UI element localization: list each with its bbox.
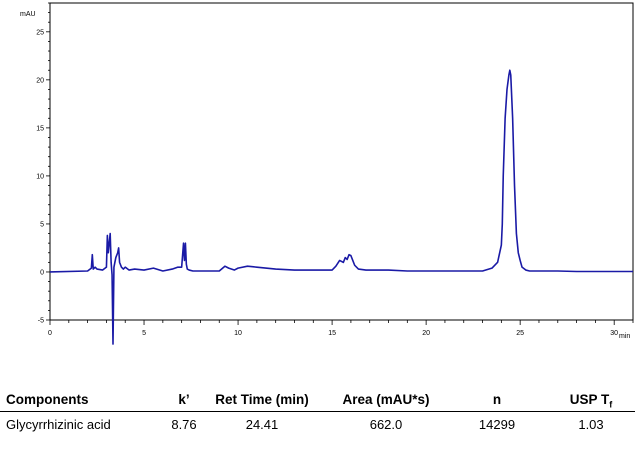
y-tick-label: 15 <box>36 125 44 132</box>
header-usp-subscript: f <box>609 399 613 410</box>
header-area: Area (mAU*s) <box>342 392 430 407</box>
x-tick-label: 15 <box>328 330 336 337</box>
cell-component: Glycyrrhizinic acid <box>6 417 111 432</box>
x-tick-label: 30 <box>610 330 618 337</box>
chromatogram-chart: -5 0 5 10 15 20 25 0 5 10 15 20 25 30 mAU min <box>20 2 634 345</box>
results-table: Components k’ Ret Time (min) Area (mAU*s… <box>0 388 635 448</box>
cell-n: 14299 <box>478 417 516 432</box>
header-ret-time: Ret Time (min) <box>215 392 309 407</box>
header-n: n <box>492 392 502 407</box>
y-axis-label: mAU <box>20 11 36 18</box>
chromatogram-trace <box>49 69 633 345</box>
x-axis-label: min <box>619 333 630 340</box>
series-line-0 <box>49 69 633 345</box>
plot-border <box>49 2 634 321</box>
y-tick-label: 5 <box>40 221 44 228</box>
y-tick-label: 20 <box>36 77 44 84</box>
x-tick-label: 25 <box>516 330 524 337</box>
y-axis: -5 0 5 10 15 20 25 <box>36 2 50 325</box>
x-tick-label: 5 <box>142 330 146 337</box>
header-usp-label: USP T <box>569 392 610 407</box>
y-tick-label: 25 <box>36 29 44 36</box>
x-tick-label: 0 <box>48 330 52 337</box>
y-tick-label: -5 <box>38 318 44 325</box>
x-axis: 0 5 10 15 20 25 30 <box>48 320 634 337</box>
cell-ret-time: 24.41 <box>245 417 279 432</box>
plot-frame <box>49 2 634 321</box>
x-tick-label: 10 <box>234 330 242 337</box>
header-components: Components <box>6 392 89 407</box>
y-tick-label: 10 <box>36 173 44 180</box>
cell-usp-tailing: 1.03 <box>578 417 604 432</box>
x-tick-label: 20 <box>422 330 430 337</box>
table-header-divider <box>0 411 635 412</box>
cell-area: 662.0 <box>369 417 403 432</box>
header-k-prime: k’ <box>178 392 190 407</box>
header-usp-tailing: USP Tf <box>570 392 613 410</box>
cell-k-prime: 8.76 <box>171 417 197 432</box>
y-tick-label: 0 <box>40 269 44 276</box>
